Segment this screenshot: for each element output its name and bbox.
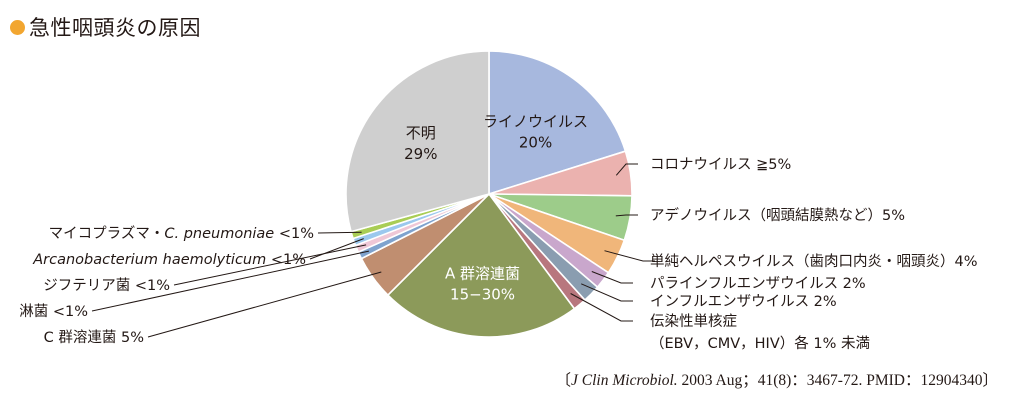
title-text: 急性咽頭炎の原因 [29,16,201,40]
slice-label: Arcanobacterium haemolyticum <1% [32,252,306,268]
leader-line [570,293,633,322]
pie-slice [386,192,576,338]
leader-line [91,250,370,312]
leader-line [591,271,633,284]
pie-slice [488,50,627,196]
leader-line [317,231,362,234]
source-open-bracket: 〔 [555,372,572,389]
leader-line [604,250,655,262]
slice-label: インフルエンザウイルス 2% [650,293,837,310]
slice-label: パラインフルエンザウイルス 2% [650,275,866,292]
leader-line [147,271,382,338]
source-journal: J Clin Microbiol. [571,372,678,389]
slice-label: コロナウイルス ≧5% [650,156,791,173]
source-close-bracket: 〕 [982,372,998,389]
leader-line [309,238,364,260]
leader-line [581,283,633,302]
pie-slice [345,50,490,233]
slice-labels: ライノウイルス 20% A 群溶連菌 15−30% 不明 29% コロナウイルス ≧5% アデ… [19,113,977,352]
slice-value-label: 29% [404,145,437,163]
slice-label: C 群溶連菌 5% [44,329,144,346]
title-bullet-icon [10,19,25,35]
slice-name-label: A 群溶連菌 [445,264,520,282]
source-details: 2003 Aug；41(8)：3467-72. PMID：12904340 [677,372,983,389]
leader-line [615,214,638,217]
leader-lines [91,163,655,338]
pie-slices [345,50,633,338]
slice-value-label: 20% [519,134,552,152]
chart-title: 急性咽頭炎の原因 [10,14,201,40]
slice-label: 淋菌 <1% [19,303,88,320]
slice-name-label: 不明 [406,124,436,142]
leader-line [615,163,638,176]
slice-label: 単純ヘルペスウイルス（歯肉口内炎・咽頭炎）4% [650,253,978,270]
slice-label: ジフテリア菌 <1% [43,277,170,294]
source-citation: 〔J Clin Microbiol. 2003 Aug；41(8)：3467-7… [556,368,999,390]
slice-name-label: ライノウイルス [483,113,588,131]
slice-label: アデノウイルス（咽頭結膜熱など）5% [650,206,905,224]
leader-line [173,244,367,286]
slice-label-detail: （EBV，CMV，HIV）各 1% 未満 [650,335,870,352]
slice-label: 伝染性単核症 [650,313,737,330]
slice-label: マイコプラズマ・C. pneumoniae <1% [49,225,314,242]
slice-value-label: 15−30% [450,285,515,303]
